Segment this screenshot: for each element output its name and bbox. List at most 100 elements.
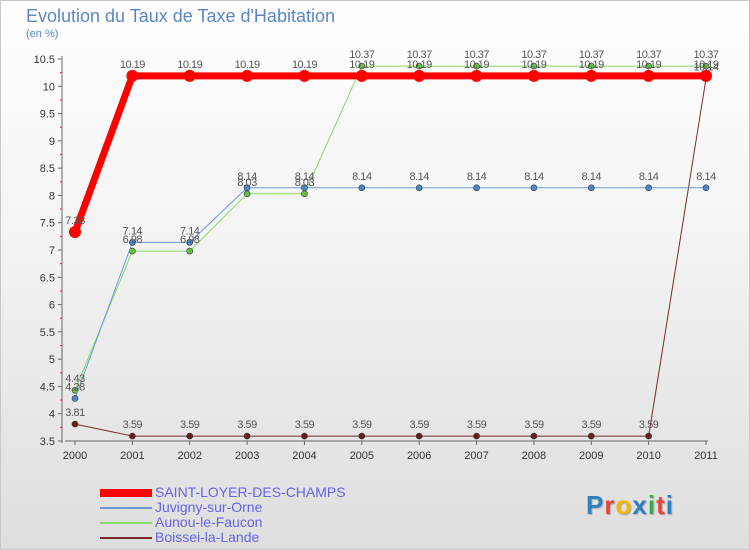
data-point-boissei-la-lande	[71, 420, 79, 428]
data-label-boissei-la-lande: 3.59	[639, 419, 659, 431]
x-tick-label: 2011	[694, 450, 718, 462]
data-label-saint-loyer-des-champs: 10.19	[464, 59, 489, 71]
data-label-boissei-la-lande: 3.81	[65, 407, 85, 419]
data-label-saint-loyer-des-champs: 10.19	[349, 59, 374, 71]
data-label-aunou-le-faucon: 8.03	[295, 177, 315, 189]
y-tick-label: 8	[49, 190, 55, 202]
x-tick-label: 2000	[63, 450, 87, 462]
data-point-juvigny-sur-orne	[129, 239, 136, 246]
data-label-boissei-la-lande: 3.59	[582, 419, 602, 431]
data-label-saint-loyer-des-champs: 10.19	[521, 59, 546, 71]
data-point-saint-loyer-des-champs	[413, 69, 426, 82]
legend-label: Boissei-la-Lande	[155, 529, 260, 545]
data-point-aunou-le-faucon	[530, 62, 538, 70]
data-point-saint-loyer-des-champs	[183, 69, 196, 82]
data-label-juvigny-sur-orne: 7.14	[180, 225, 200, 237]
data-label-saint-loyer-des-champs: 7.33	[65, 215, 85, 227]
data-point-aunou-le-faucon	[186, 247, 194, 255]
data-label-boissei-la-lande: 3.59	[409, 419, 429, 431]
data-point-aunou-le-faucon	[243, 190, 251, 198]
data-label-juvigny-sur-orne: 4.28	[65, 381, 85, 393]
data-point-saint-loyer-des-champs	[298, 69, 311, 82]
data-point-aunou-le-faucon	[415, 62, 423, 70]
proxiti-logo: Proxiti	[586, 490, 674, 521]
data-label-boissei-la-lande: 3.59	[295, 419, 315, 431]
data-point-saint-loyer-des-champs	[241, 69, 254, 82]
data-label-boissei-la-lande: 3.59	[352, 419, 372, 431]
data-label-aunou-le-faucon: 10.37	[579, 49, 604, 61]
data-point-boissei-la-lande	[473, 432, 480, 440]
legend-swatch	[100, 522, 152, 524]
series-line-saint-loyer-des-champs	[71, 72, 710, 236]
data-label-saint-loyer-des-champs: 10.19	[292, 59, 317, 71]
series-line-boissei-la-lande	[74, 78, 707, 437]
data-point-boissei-la-lande	[243, 432, 251, 440]
data-point-boissei-la-lande	[415, 432, 423, 440]
data-label-juvigny-sur-orne: 7.14	[123, 225, 143, 237]
data-point-juvigny-sur-orne	[415, 184, 423, 192]
logo-letter: r	[604, 490, 616, 520]
y-tick-label: 6	[49, 300, 55, 312]
data-label-aunou-le-faucon: 10.37	[349, 49, 374, 61]
data-label-juvigny-sur-orne: 8.14	[467, 171, 487, 183]
data-label-saint-loyer-des-champs: 10.19	[120, 59, 145, 71]
y-tick-label: 7	[49, 245, 55, 257]
logo-letter: x	[632, 490, 648, 520]
data-label-aunou-le-faucon: 10.37	[636, 49, 661, 61]
data-label-boissei-la-lande: 3.59	[180, 419, 200, 431]
data-point-boissei-la-lande	[587, 432, 595, 440]
x-tick-label: 2001	[120, 450, 144, 462]
data-point-boissei-la-lande	[358, 432, 366, 440]
data-point-juvigny-sur-orne	[186, 239, 194, 246]
logo-letter: P	[586, 490, 605, 520]
y-tick-label: 4	[49, 409, 55, 421]
data-label-juvigny-sur-orne: 8.14	[524, 171, 544, 183]
data-label-saint-loyer-des-champs: 10.19	[235, 59, 260, 71]
data-point-saint-loyer-des-champs	[585, 69, 598, 82]
data-point-juvigny-sur-orne	[645, 184, 652, 192]
data-point-boissei-la-lande	[645, 432, 652, 440]
data-point-aunou-le-faucon	[301, 190, 308, 198]
data-point-aunou-le-faucon	[702, 62, 710, 70]
series-line-juvigny-sur-orne	[74, 187, 707, 399]
y-tick-label: 4.5	[40, 381, 55, 393]
data-point-juvigny-sur-orne	[587, 184, 595, 192]
data-point-boissei-la-lande	[530, 432, 538, 440]
data-point-saint-loyer-des-champs	[470, 69, 483, 82]
data-label-aunou-le-faucon: 10.37	[464, 49, 489, 61]
data-label-boissei-la-lande: 10.14	[693, 62, 718, 74]
data-label-juvigny-sur-orne: 8.14	[352, 171, 372, 183]
data-point-saint-loyer-des-champs	[527, 69, 540, 82]
data-point-aunou-le-faucon	[473, 62, 480, 70]
y-tick-label: 7.5	[40, 218, 55, 230]
data-point-aunou-le-faucon	[358, 62, 366, 70]
data-label-boissei-la-lande: 3.59	[524, 419, 544, 431]
data-label-saint-loyer-des-champs: 10.19	[693, 59, 718, 71]
legend-label: Aunou-le-Faucon	[155, 514, 263, 530]
legend-swatch	[100, 489, 152, 497]
data-label-juvigny-sur-orne: 8.14	[582, 171, 602, 183]
data-point-boissei-la-lande	[129, 432, 136, 440]
data-label-saint-loyer-des-champs: 10.19	[407, 59, 432, 71]
x-tick-label: 2010	[636, 450, 660, 462]
data-point-juvigny-sur-orne	[702, 184, 710, 192]
legend-swatch	[100, 507, 152, 509]
data-label-boissei-la-lande: 3.59	[237, 419, 257, 431]
y-tick-label: 6.5	[40, 272, 55, 284]
data-point-juvigny-sur-orne	[301, 184, 308, 192]
x-tick-label: 2009	[579, 450, 603, 462]
data-label-aunou-le-faucon: 8.03	[237, 177, 257, 189]
logo-letter: i	[647, 490, 657, 520]
data-label-saint-loyer-des-champs: 10.19	[636, 59, 661, 71]
x-tick-label: 2005	[350, 450, 374, 462]
data-label-aunou-le-faucon: 10.37	[693, 49, 718, 61]
data-point-juvigny-sur-orne	[530, 184, 538, 192]
data-label-boissei-la-lande: 3.59	[467, 419, 487, 431]
data-label-juvigny-sur-orne: 8.14	[639, 171, 659, 183]
data-label-juvigny-sur-orne: 8.14	[237, 171, 257, 183]
y-tick-label: 8.5	[40, 163, 55, 175]
data-point-saint-loyer-des-champs	[126, 69, 139, 82]
data-point-saint-loyer-des-champs	[642, 69, 655, 82]
data-point-juvigny-sur-orne	[358, 184, 366, 192]
